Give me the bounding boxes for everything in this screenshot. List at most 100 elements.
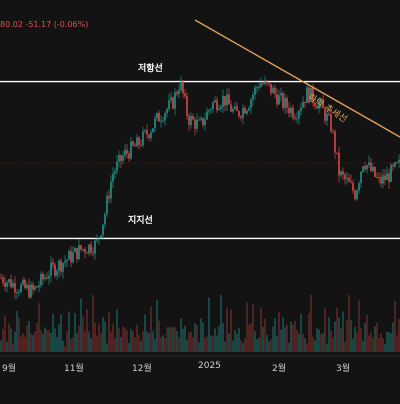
volume-bar — [356, 332, 358, 352]
candle-body — [60, 260, 62, 272]
candle-body — [28, 284, 30, 298]
candle-body — [228, 94, 230, 105]
candle-body — [364, 166, 366, 170]
candle-body — [118, 155, 120, 162]
volume-bar — [268, 341, 270, 352]
volume-bar — [70, 338, 72, 352]
volume-bar — [238, 327, 240, 352]
volume-bar — [196, 325, 198, 352]
volume-bar — [342, 311, 344, 352]
candle-body — [302, 101, 304, 108]
volume-bar — [126, 330, 128, 352]
volume-bar — [312, 336, 314, 352]
volume-bar — [344, 341, 346, 352]
volume-bar — [236, 334, 238, 352]
volume-bar — [124, 327, 126, 352]
candle-body — [372, 166, 374, 171]
candle-body — [40, 273, 42, 286]
volume-bar — [88, 331, 90, 352]
volume-bar — [300, 313, 302, 352]
volume-bar — [350, 320, 352, 352]
downtrend-line — [194, 19, 400, 138]
volume-bar — [240, 340, 242, 352]
volume-bar — [270, 339, 272, 352]
candle-body — [86, 252, 88, 254]
volume-bar — [266, 334, 268, 352]
candle-body — [210, 108, 212, 111]
x-tick-label: 12월 — [132, 364, 152, 374]
candle-body — [34, 286, 36, 290]
candle-body — [282, 93, 284, 108]
candle-body — [216, 99, 218, 111]
volume-bar — [160, 337, 162, 352]
candle-body — [106, 195, 108, 215]
candle-body — [48, 275, 50, 279]
volume-bar — [192, 336, 194, 352]
candle-body — [62, 262, 64, 272]
volume-bar — [316, 328, 318, 352]
candle-body — [14, 282, 16, 293]
volume-bar — [200, 318, 202, 352]
volume-bar — [22, 333, 24, 352]
candle-body — [42, 273, 44, 280]
volume-bar — [26, 325, 28, 352]
volume-bar — [304, 338, 306, 352]
candle-body — [186, 96, 188, 116]
candle-body — [188, 115, 190, 125]
volume-bar — [328, 317, 330, 352]
volume-bar — [110, 331, 112, 352]
candle-body — [44, 277, 46, 280]
volume-bar — [16, 311, 18, 352]
volume-bar — [292, 324, 294, 352]
volume-bar — [380, 333, 382, 352]
candle-body — [396, 162, 398, 164]
volume-bar — [94, 322, 96, 352]
volume-bar — [56, 337, 58, 352]
candle-body — [136, 137, 138, 147]
volume-bar — [36, 322, 38, 352]
volume-bar — [116, 309, 118, 352]
volume-bar — [8, 323, 10, 352]
volume-bar — [2, 328, 4, 352]
candle-body — [68, 251, 70, 260]
candle-body — [140, 144, 142, 146]
candle-body — [20, 284, 22, 292]
x-tick-label: 2월 — [272, 364, 287, 374]
candle-body — [368, 162, 370, 166]
candle-body — [374, 166, 376, 177]
candle-body — [312, 87, 314, 103]
candle-body — [206, 111, 208, 120]
volume-bar — [282, 317, 284, 352]
volume-bar — [60, 314, 62, 352]
candle-body — [10, 279, 12, 288]
volume-bar — [274, 318, 276, 352]
candle-body — [18, 291, 20, 293]
volume-bar — [146, 331, 148, 352]
candle-body — [278, 95, 280, 105]
candle-body — [218, 109, 220, 111]
volume-bar — [298, 333, 300, 352]
candle-body — [112, 173, 114, 182]
volume-bar — [232, 340, 234, 352]
candle-body — [222, 95, 224, 107]
volume-bar — [40, 329, 42, 352]
candle-body — [16, 292, 18, 294]
volume-bar — [326, 343, 328, 352]
volume-bar — [284, 327, 286, 352]
volume-bar — [30, 333, 32, 352]
candle-body — [338, 152, 340, 176]
candle-body — [116, 161, 118, 172]
candle-body — [284, 98, 286, 108]
candle-body — [58, 260, 60, 271]
volume-bar — [214, 328, 216, 352]
volume-bar — [150, 306, 152, 352]
volume-bar — [218, 325, 220, 352]
volume-bar — [334, 321, 336, 352]
volume-bar — [386, 332, 388, 352]
volume-bar — [176, 330, 178, 352]
volume-bar — [354, 327, 356, 352]
volume-bar — [250, 323, 252, 352]
candle-body — [286, 98, 288, 108]
